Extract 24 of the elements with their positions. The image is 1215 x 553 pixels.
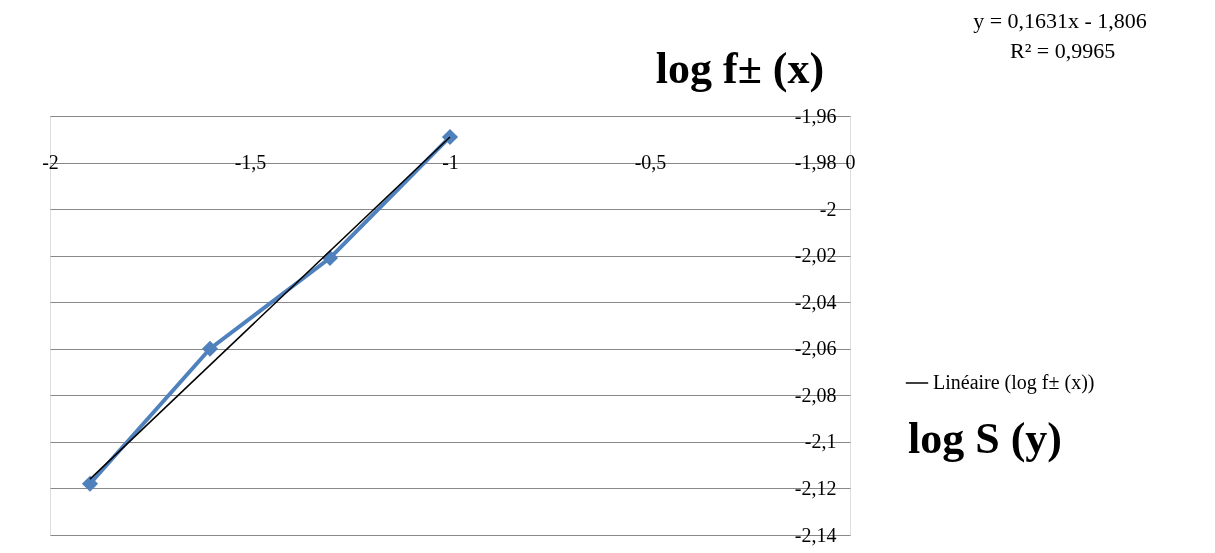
text: R² = 0,9965 xyxy=(1010,38,1116,63)
y-tick-label: -2 xyxy=(819,197,837,220)
point xyxy=(201,340,219,357)
legend-label: Linéaire (log f± (x)) xyxy=(933,371,1095,394)
text: y = 0,1631x - 1,806 xyxy=(973,8,1147,33)
x-tick-label: 0 xyxy=(845,150,856,173)
point xyxy=(81,475,99,492)
y-tick-label: -1,96 xyxy=(794,104,837,127)
y-tick-label: -2,06 xyxy=(794,337,837,360)
x-axis-title: log f± (x) xyxy=(655,44,825,93)
y-tick-label: -2,14 xyxy=(794,523,837,546)
y-tick-label: -2,12 xyxy=(794,476,837,499)
y-tick-label: -1,98 xyxy=(794,151,837,174)
y-tick-label: -2,02 xyxy=(794,244,837,267)
y-axis-title: log S (y) xyxy=(908,414,1062,463)
point xyxy=(321,249,339,267)
x-tick-label: -1,5 xyxy=(234,150,267,173)
y-tick-label: -2,1 xyxy=(804,430,837,453)
y-tick-label: -2,08 xyxy=(794,383,837,406)
x-tick-label: -1 xyxy=(442,150,459,173)
y-tick-label: -2,04 xyxy=(794,290,837,313)
x-tick-label: -2 xyxy=(42,150,59,173)
x-tick-label: -0,5 xyxy=(634,150,667,173)
point xyxy=(441,128,459,146)
